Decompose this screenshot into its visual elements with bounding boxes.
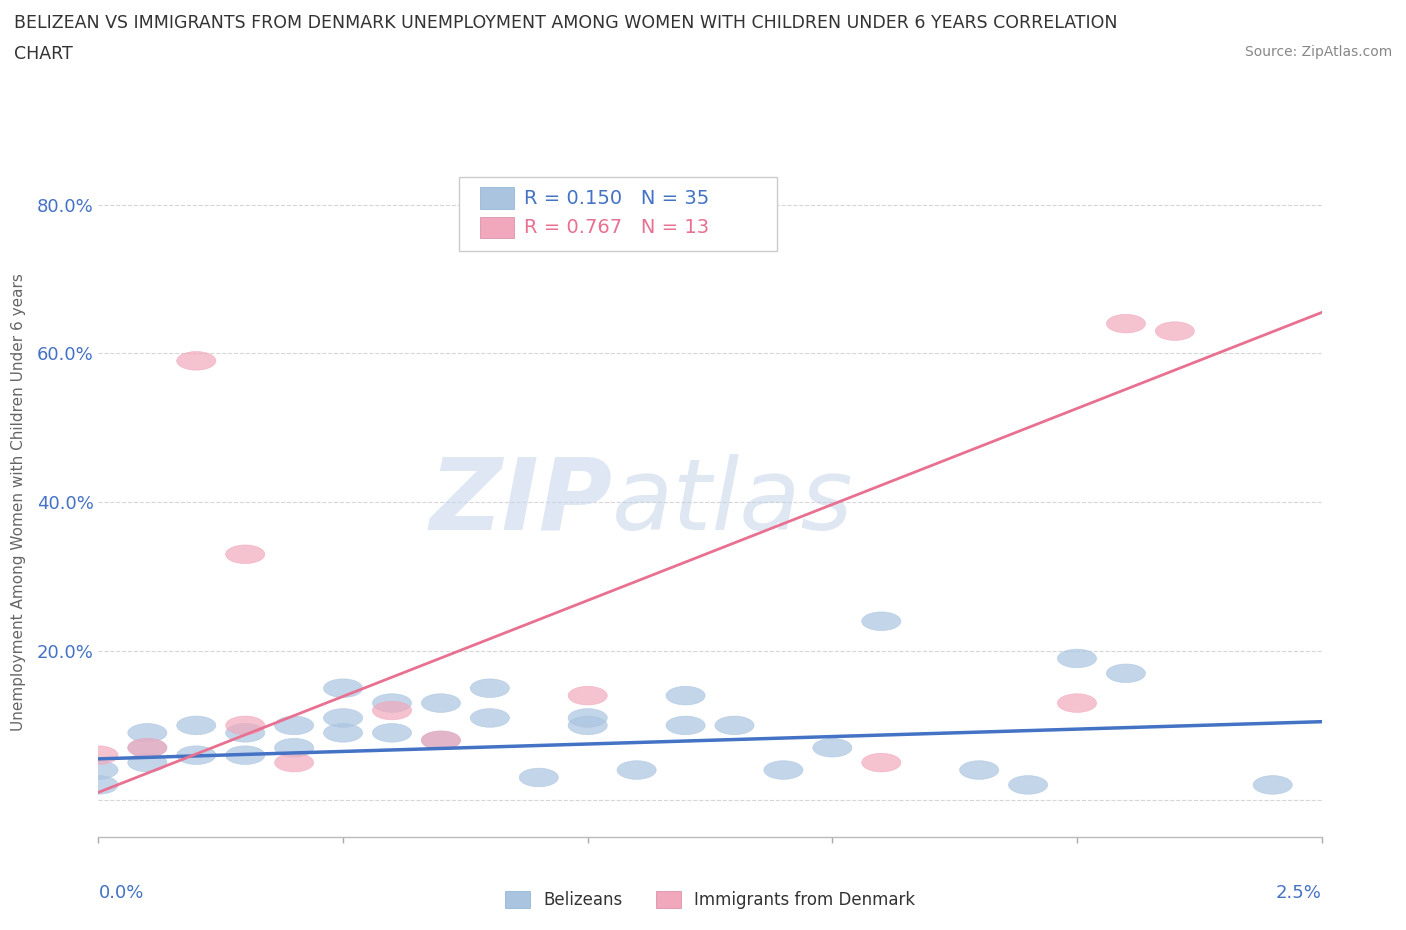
Ellipse shape [79,776,118,794]
Ellipse shape [373,724,412,742]
Ellipse shape [225,545,264,564]
Ellipse shape [128,753,167,772]
Ellipse shape [470,709,509,727]
Ellipse shape [274,716,314,735]
Ellipse shape [422,731,461,750]
Ellipse shape [177,352,217,370]
Ellipse shape [128,738,167,757]
Ellipse shape [177,746,217,764]
Text: Source: ZipAtlas.com: Source: ZipAtlas.com [1244,45,1392,59]
FancyBboxPatch shape [479,188,515,209]
Text: 2.5%: 2.5% [1275,884,1322,902]
Ellipse shape [1253,776,1292,794]
Ellipse shape [422,694,461,712]
Ellipse shape [763,761,803,779]
Text: atlas: atlas [612,454,853,551]
Ellipse shape [568,709,607,727]
Y-axis label: Unemployment Among Women with Children Under 6 years: Unemployment Among Women with Children U… [11,273,25,731]
Ellipse shape [568,686,607,705]
Ellipse shape [666,716,706,735]
Ellipse shape [225,746,264,764]
Text: 0.0%: 0.0% [98,884,143,902]
Ellipse shape [274,753,314,772]
Ellipse shape [1008,776,1047,794]
Ellipse shape [959,761,998,779]
Ellipse shape [79,761,118,779]
Ellipse shape [1107,664,1146,683]
Ellipse shape [1107,314,1146,333]
Ellipse shape [225,724,264,742]
Ellipse shape [323,709,363,727]
Legend: Belizeans, Immigrants from Denmark: Belizeans, Immigrants from Denmark [498,884,922,916]
Ellipse shape [177,716,217,735]
Ellipse shape [128,724,167,742]
Ellipse shape [274,738,314,757]
Ellipse shape [1057,649,1097,668]
Ellipse shape [862,612,901,631]
Ellipse shape [422,731,461,750]
Ellipse shape [323,679,363,698]
Ellipse shape [373,694,412,712]
Text: ZIP: ZIP [429,454,612,551]
Text: BELIZEAN VS IMMIGRANTS FROM DENMARK UNEMPLOYMENT AMONG WOMEN WITH CHILDREN UNDER: BELIZEAN VS IMMIGRANTS FROM DENMARK UNEM… [14,14,1118,32]
Ellipse shape [568,716,607,735]
Text: CHART: CHART [14,45,73,62]
Ellipse shape [666,686,706,705]
Ellipse shape [1057,694,1097,712]
Ellipse shape [519,768,558,787]
Ellipse shape [323,724,363,742]
Ellipse shape [714,716,754,735]
Ellipse shape [225,716,264,735]
Ellipse shape [79,746,118,764]
Text: R = 0.150   N = 35: R = 0.150 N = 35 [524,189,710,207]
Ellipse shape [813,738,852,757]
Ellipse shape [862,753,901,772]
Ellipse shape [617,761,657,779]
Ellipse shape [373,701,412,720]
Text: R = 0.767   N = 13: R = 0.767 N = 13 [524,219,709,237]
Ellipse shape [1156,322,1195,340]
Ellipse shape [470,679,509,698]
FancyBboxPatch shape [460,178,778,251]
Ellipse shape [128,738,167,757]
FancyBboxPatch shape [479,217,515,238]
